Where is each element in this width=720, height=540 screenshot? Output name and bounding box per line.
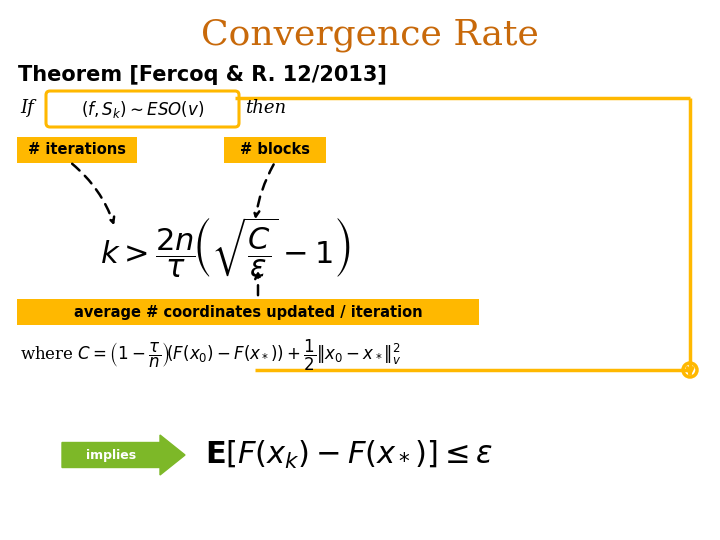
Text: implies: implies — [86, 449, 136, 462]
FancyBboxPatch shape — [17, 137, 137, 163]
Text: $\mathbf{E}[F(x_k) - F(x_*)] \leq \epsilon$: $\mathbf{E}[F(x_k) - F(x_*)] \leq \epsil… — [205, 439, 493, 471]
FancyBboxPatch shape — [46, 91, 239, 127]
Text: Convergence Rate: Convergence Rate — [201, 18, 539, 52]
Text: # iterations: # iterations — [28, 143, 126, 158]
Text: then: then — [245, 99, 286, 117]
Text: If: If — [20, 99, 34, 117]
FancyBboxPatch shape — [224, 137, 326, 163]
Text: average # coordinates updated / iteration: average # coordinates updated / iteratio… — [73, 305, 423, 320]
Text: $k > \dfrac{2n}{\tau}\!\left(\sqrt{\dfrac{C}{\epsilon}} - 1\right)$: $k > \dfrac{2n}{\tau}\!\left(\sqrt{\dfra… — [100, 215, 351, 280]
Text: Theorem [Fercoq & R. 12/2013]: Theorem [Fercoq & R. 12/2013] — [18, 65, 387, 85]
Text: where $C = \left(1 - \dfrac{\tau}{n}\right)\!\left(F(x_0)-F(x_*)\right) + \dfrac: where $C = \left(1 - \dfrac{\tau}{n}\rig… — [20, 338, 401, 373]
Text: # blocks: # blocks — [240, 143, 310, 158]
Text: $(f,S_k)\sim ESO(v)$: $(f,S_k)\sim ESO(v)$ — [81, 98, 204, 119]
FancyBboxPatch shape — [17, 299, 479, 325]
FancyArrow shape — [62, 435, 185, 475]
